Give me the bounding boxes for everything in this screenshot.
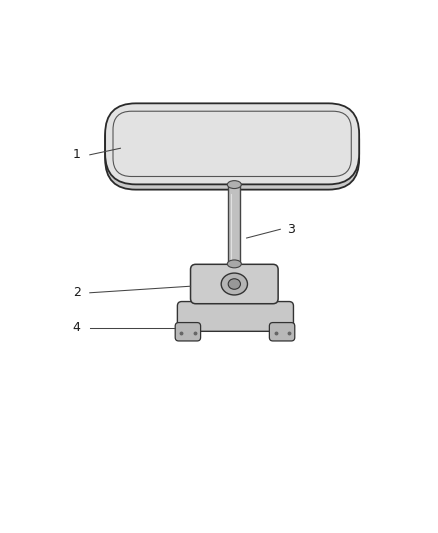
FancyBboxPatch shape: [177, 302, 293, 332]
Ellipse shape: [228, 279, 240, 289]
Ellipse shape: [227, 260, 241, 268]
Ellipse shape: [227, 181, 241, 189]
Text: 3: 3: [287, 223, 295, 236]
FancyBboxPatch shape: [191, 264, 278, 304]
FancyBboxPatch shape: [105, 103, 359, 184]
FancyBboxPatch shape: [105, 109, 359, 190]
Ellipse shape: [221, 273, 247, 295]
Text: 2: 2: [73, 286, 81, 300]
Bar: [228, 185, 240, 264]
Text: 1: 1: [73, 148, 81, 161]
Text: 4: 4: [73, 321, 81, 334]
FancyBboxPatch shape: [269, 322, 295, 341]
FancyBboxPatch shape: [175, 322, 201, 341]
